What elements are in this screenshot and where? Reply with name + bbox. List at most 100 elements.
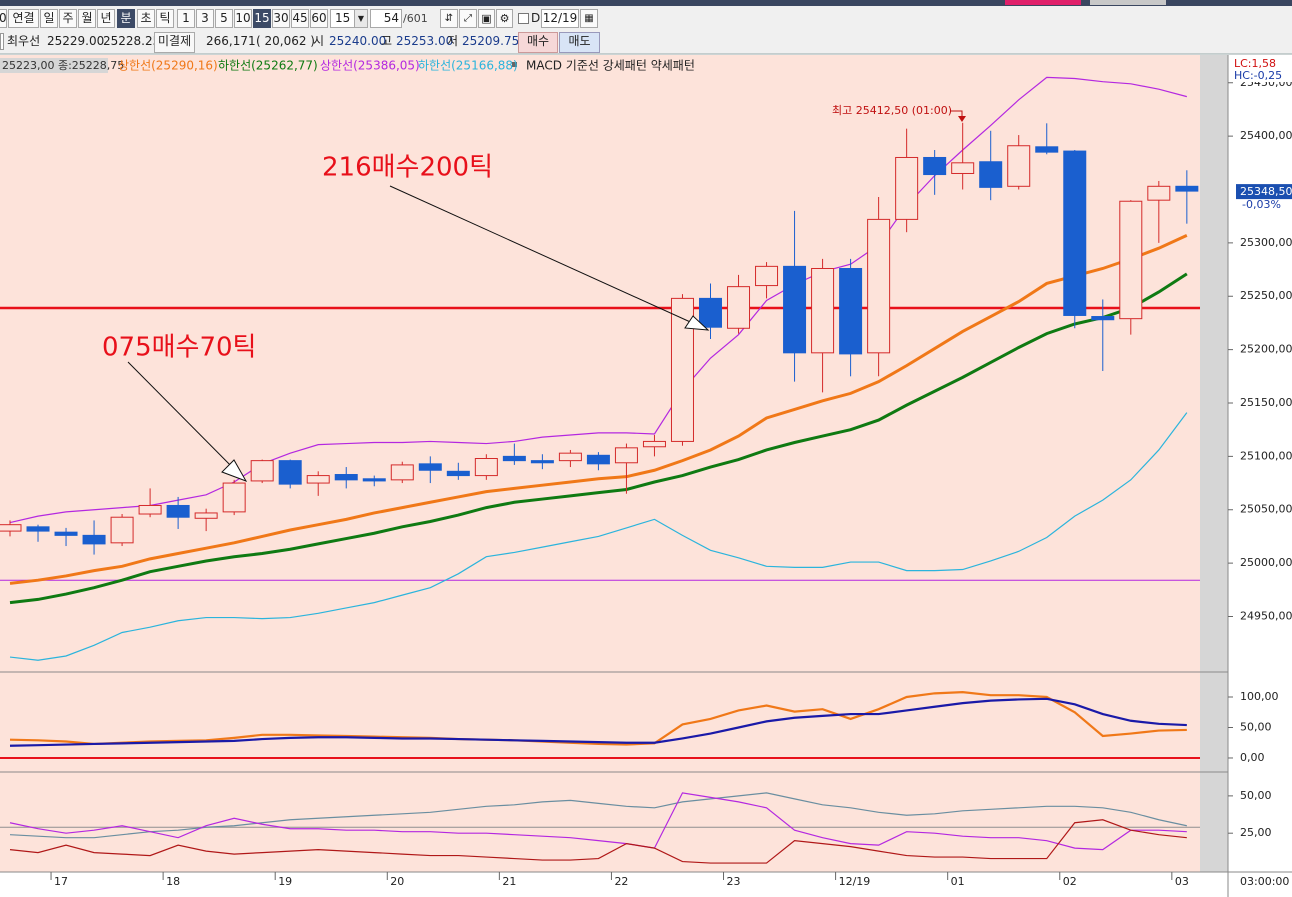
- last-price-box: [1236, 184, 1292, 200]
- tool-icon[interactable]: ⚙: [496, 9, 513, 28]
- period-button[interactable]: 연결: [8, 9, 39, 28]
- count-input[interactable]: 54: [370, 9, 402, 28]
- oi-change: ( 20,062 ): [256, 34, 315, 48]
- annotation-arrow: [389, 185, 709, 331]
- candle-body: [586, 454, 610, 465]
- candle-body: [502, 455, 526, 462]
- x-tick-label: 23: [727, 875, 741, 888]
- tool-icon[interactable]: ⇵: [440, 9, 458, 28]
- interval-button[interactable]: 60: [310, 9, 328, 28]
- sell-button[interactable]: 매도: [559, 32, 600, 53]
- high-label: 고: [381, 34, 393, 48]
- candle-body: [362, 478, 386, 482]
- buy-button[interactable]: 매수: [518, 32, 558, 53]
- tool-icon[interactable]: ⤢: [459, 9, 477, 28]
- best-bid: 25229.00: [47, 34, 105, 48]
- arrow-head: [221, 459, 248, 482]
- candle-body: [110, 516, 134, 544]
- x-tick-label: 03: [1175, 875, 1189, 888]
- interval-button[interactable]: 45: [291, 9, 309, 28]
- period-button[interactable]: 초: [137, 9, 155, 28]
- y-tick-label: 25400,00: [1240, 129, 1292, 142]
- candle-body: [82, 534, 106, 545]
- candle-body: [699, 297, 722, 328]
- candle-body: [1119, 200, 1143, 320]
- row-marker: [0, 33, 4, 50]
- date-input[interactable]: 12/19: [541, 9, 579, 28]
- period-button[interactable]: 주: [59, 9, 77, 28]
- period-button[interactable]: 틱: [156, 9, 174, 28]
- candle-body: [839, 267, 863, 355]
- d-label: D: [531, 11, 541, 25]
- tool-icon[interactable]: ▣: [478, 9, 495, 28]
- candle-body: [446, 470, 470, 477]
- x-tick-label: 21: [502, 875, 516, 888]
- y-tick-label: 25050,00: [1240, 503, 1292, 516]
- interval-button[interactable]: 3: [196, 9, 214, 28]
- candle-body: [194, 512, 218, 519]
- calendar-button[interactable]: ▦: [580, 9, 598, 28]
- indicator-line: [9, 792, 1187, 851]
- indicator-line: [9, 819, 1187, 864]
- open-label: 시: [313, 34, 325, 48]
- candle-body: [334, 474, 358, 481]
- cut-button[interactable]: 0: [0, 9, 7, 28]
- indicator-line: [9, 272, 1188, 605]
- y-tick-label: 25150,00: [1240, 396, 1292, 409]
- candle-body: [727, 286, 751, 329]
- y-tick-label: 25,00: [1240, 826, 1272, 839]
- annotation: 075매수70틱: [102, 333, 256, 363]
- y-tick-label: 50,00: [1240, 720, 1272, 733]
- indicator-line: [9, 412, 1188, 661]
- arrow-head: [684, 315, 710, 331]
- dropdown-arrow[interactable]: ▼: [354, 9, 368, 28]
- candle-body: [54, 531, 78, 536]
- y-tick-label: 25300,00: [1240, 236, 1292, 249]
- candle-body: [895, 156, 919, 220]
- annotation: 216매수200틱: [322, 153, 493, 183]
- checkbox[interactable]: [518, 13, 529, 24]
- indicator-line: [9, 234, 1188, 585]
- info-text: 25223,00 종:25228,75: [2, 59, 124, 72]
- candle-body: [418, 463, 442, 471]
- y-tick-label: 25100,00: [1240, 449, 1292, 462]
- last-change: -0,03%: [1242, 198, 1281, 211]
- status-tab: [1090, 0, 1166, 5]
- candle-body: [166, 504, 190, 518]
- period-button[interactable]: 분: [117, 9, 135, 28]
- candle-body: [250, 460, 274, 482]
- lc-label: LC:1,58: [1234, 57, 1276, 70]
- interval-button[interactable]: 15: [253, 9, 271, 28]
- indicator-line: [9, 697, 1187, 747]
- y-tick-label: 0,00: [1240, 751, 1265, 764]
- x-tick-label: 20: [390, 875, 404, 888]
- candle-body: [1147, 185, 1171, 201]
- study-marker: [512, 62, 517, 67]
- low-value: 25209.75: [462, 34, 520, 48]
- high-value: 25253.00: [396, 34, 454, 48]
- last-price: 25348,50: [1240, 185, 1292, 198]
- candle-body: [0, 524, 22, 532]
- x-tick-label: 12/19: [839, 875, 871, 888]
- x-tick-label: 01: [951, 875, 965, 888]
- period-button[interactable]: 년: [97, 9, 115, 28]
- interval-button[interactable]: 30: [272, 9, 290, 28]
- interval-button[interactable]: 10: [234, 9, 252, 28]
- candle-body: [642, 440, 666, 448]
- candle-body: [923, 156, 947, 176]
- high-label: 최고 25412,50 (01:00): [832, 104, 952, 117]
- legend-entry: 상한선(25386,05): [320, 59, 420, 73]
- x-tick-label: 19: [278, 875, 292, 888]
- legend-entry: 하한선(25166,88): [418, 59, 518, 73]
- candle-body: [1091, 316, 1115, 321]
- interval-button[interactable]: 5: [215, 9, 233, 28]
- period-button[interactable]: 일: [40, 9, 58, 28]
- candle-body: [670, 297, 694, 442]
- y-tick-label: 100,00: [1240, 690, 1279, 703]
- candle-body: [1035, 146, 1059, 153]
- info-box: [0, 58, 108, 73]
- candle-body: [1007, 145, 1031, 187]
- period-button[interactable]: 월: [78, 9, 96, 28]
- interval-button[interactable]: 1: [177, 9, 195, 28]
- best-ask: 25228.25: [103, 34, 161, 48]
